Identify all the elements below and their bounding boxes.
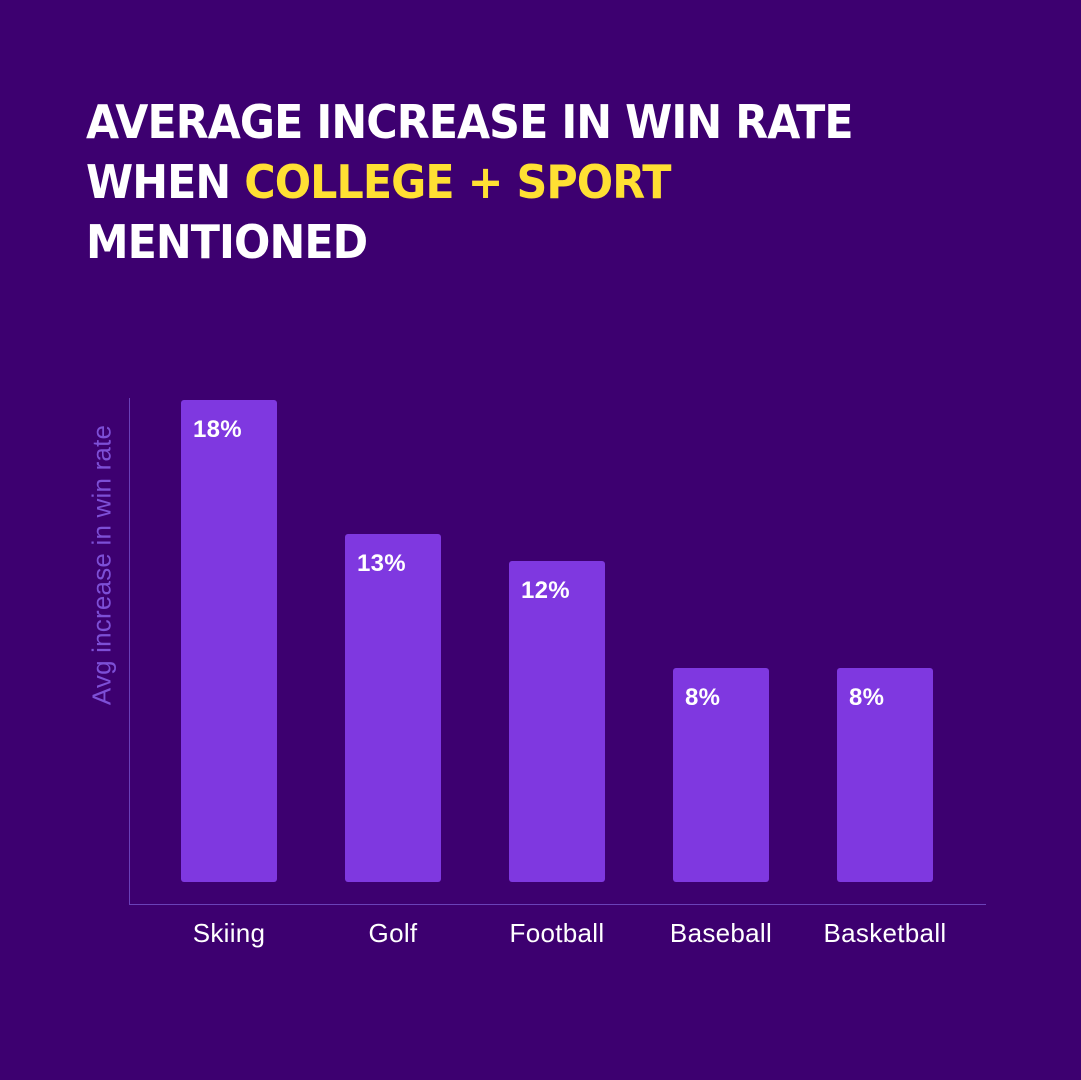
bar-value-label: 8%	[685, 683, 721, 711]
y-axis-line	[129, 398, 130, 905]
bar-football	[509, 560, 605, 882]
title-line-2: WHEN COLLEGE + SPORT	[86, 152, 942, 212]
category-label: Baseball	[669, 918, 773, 948]
bar-baseball	[673, 667, 769, 882]
title-line-3: MENTIONED	[86, 215, 368, 269]
y-axis-label: Avg increase in win rate	[86, 424, 117, 706]
category-label: Golf	[368, 918, 418, 948]
bar-basketball	[837, 667, 933, 882]
title-highlight: COLLEGE + SPORT	[244, 155, 671, 209]
chart-title: AVERAGE INCREASE IN WIN RATE WHEN COLLEG…	[86, 92, 942, 272]
bar-value-label: 13%	[357, 549, 406, 577]
bar-value-label: 18%	[193, 416, 242, 443]
bar-golf	[345, 533, 441, 882]
x-axis-line	[129, 904, 986, 905]
category-label: Skiing	[192, 918, 266, 948]
category-label: Football	[509, 918, 605, 948]
title-line-1: AVERAGE INCREASE IN WIN RATE	[86, 95, 854, 149]
bar-value-label: 12%	[521, 576, 570, 604]
title-line-2-prefix: WHEN	[86, 155, 231, 209]
category-label: Basketball	[823, 918, 947, 948]
bar-value-label: 8%	[849, 683, 885, 711]
bar-skiing	[181, 400, 277, 882]
